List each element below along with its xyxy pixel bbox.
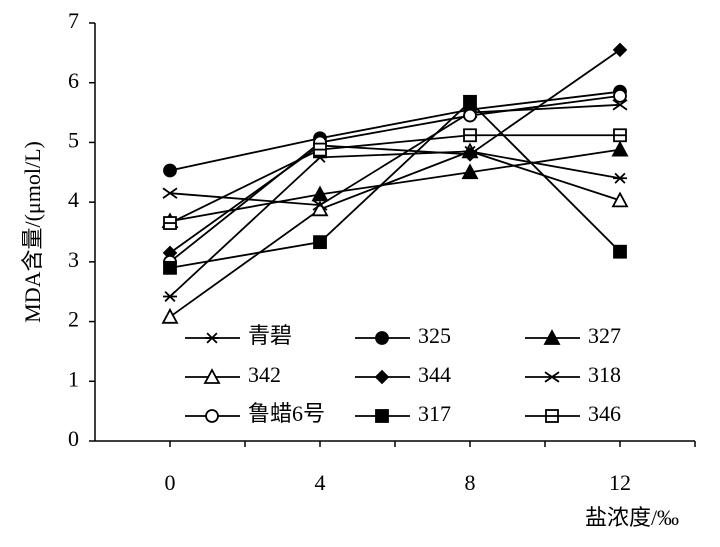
marker-shape	[612, 99, 628, 111]
legend-label: 346	[588, 401, 621, 426]
marker-shape	[613, 244, 627, 259]
marker-shape	[375, 331, 389, 345]
y-tick-label: 4	[68, 187, 79, 212]
marker-shape	[612, 42, 628, 58]
marker	[612, 99, 628, 111]
marker	[611, 191, 629, 208]
series-line	[169, 150, 621, 298]
marker	[313, 142, 327, 157]
marker	[463, 128, 477, 143]
marker	[163, 260, 177, 275]
marker	[313, 235, 327, 250]
y-tick-label: 1	[68, 366, 79, 391]
marker	[161, 307, 179, 324]
marker	[311, 200, 329, 217]
legend-marker	[205, 332, 219, 344]
y-axis-title: MDA含量/(μmol/L)	[20, 141, 45, 323]
marker-shape	[543, 329, 561, 345]
marker-shape	[611, 191, 629, 208]
marker-shape	[313, 235, 327, 250]
marker-shape	[205, 332, 219, 344]
legend-label: 317	[418, 401, 451, 426]
marker-shape	[613, 88, 627, 103]
marker	[613, 172, 627, 184]
legend-label: 318	[588, 362, 621, 387]
marker-shape	[312, 199, 328, 211]
legend-marker	[375, 331, 389, 345]
y-tick-label: 7	[68, 8, 79, 33]
marker-shape	[163, 260, 177, 275]
marker-shape	[311, 185, 329, 202]
marker-shape	[374, 369, 390, 385]
marker	[163, 163, 177, 178]
legend-marker	[205, 409, 219, 423]
marker-shape	[311, 200, 329, 217]
legend-label: 342	[248, 362, 281, 387]
legend-label: 344	[418, 362, 451, 387]
legend-marker	[543, 329, 561, 345]
marker	[612, 42, 628, 58]
marker-shape	[375, 409, 389, 423]
marker-shape	[611, 140, 629, 157]
x-tick-label: 0	[165, 470, 176, 495]
x-tick-label: 8	[465, 470, 476, 495]
legend-label: 327	[588, 323, 621, 348]
marker-shape	[163, 163, 177, 178]
y-tick-label: 6	[68, 68, 79, 93]
marker-shape	[463, 108, 477, 123]
marker-shape	[461, 163, 479, 180]
marker	[613, 88, 627, 103]
marker-shape	[613, 172, 627, 184]
marker	[163, 290, 177, 303]
y-tick-label: 3	[68, 247, 79, 272]
marker-shape	[544, 371, 560, 383]
x-tick-label: 12	[609, 470, 631, 495]
legend-marker	[544, 371, 560, 383]
legend-label: 青碧	[248, 323, 292, 348]
legend-marker	[545, 409, 559, 423]
marker	[462, 147, 478, 162]
series-line	[169, 134, 620, 224]
marker-shape	[163, 290, 177, 303]
legend-marker	[375, 409, 389, 423]
legend-label: 鲁蜡6号	[248, 401, 325, 426]
marker	[613, 244, 627, 259]
marker	[312, 199, 328, 211]
marker	[163, 216, 177, 230]
x-tick-label: 4	[315, 470, 326, 495]
marker	[311, 185, 329, 202]
marker-shape	[462, 147, 478, 162]
marker-shape	[205, 409, 219, 423]
legend-marker	[203, 368, 221, 384]
marker	[463, 108, 477, 123]
marker	[461, 163, 479, 180]
marker-shape	[162, 187, 178, 199]
series-line	[169, 103, 621, 207]
marker	[162, 187, 178, 199]
series-line	[169, 49, 621, 254]
legend-label: 325	[418, 323, 451, 348]
series-line	[169, 100, 621, 269]
marker-shape	[463, 94, 477, 109]
y-tick-label: 2	[68, 307, 79, 332]
marker	[463, 94, 477, 109]
marker-shape	[203, 368, 221, 384]
series-line	[169, 148, 621, 223]
y-tick-label: 0	[68, 426, 79, 451]
y-tick-label: 5	[68, 127, 79, 152]
series-line	[169, 90, 621, 172]
legend-marker	[374, 369, 390, 385]
marker	[611, 140, 629, 157]
x-axis-title: 盐浓度/‰	[585, 505, 679, 530]
series-line	[169, 94, 621, 263]
marker	[613, 128, 627, 143]
marker-shape	[161, 307, 179, 324]
